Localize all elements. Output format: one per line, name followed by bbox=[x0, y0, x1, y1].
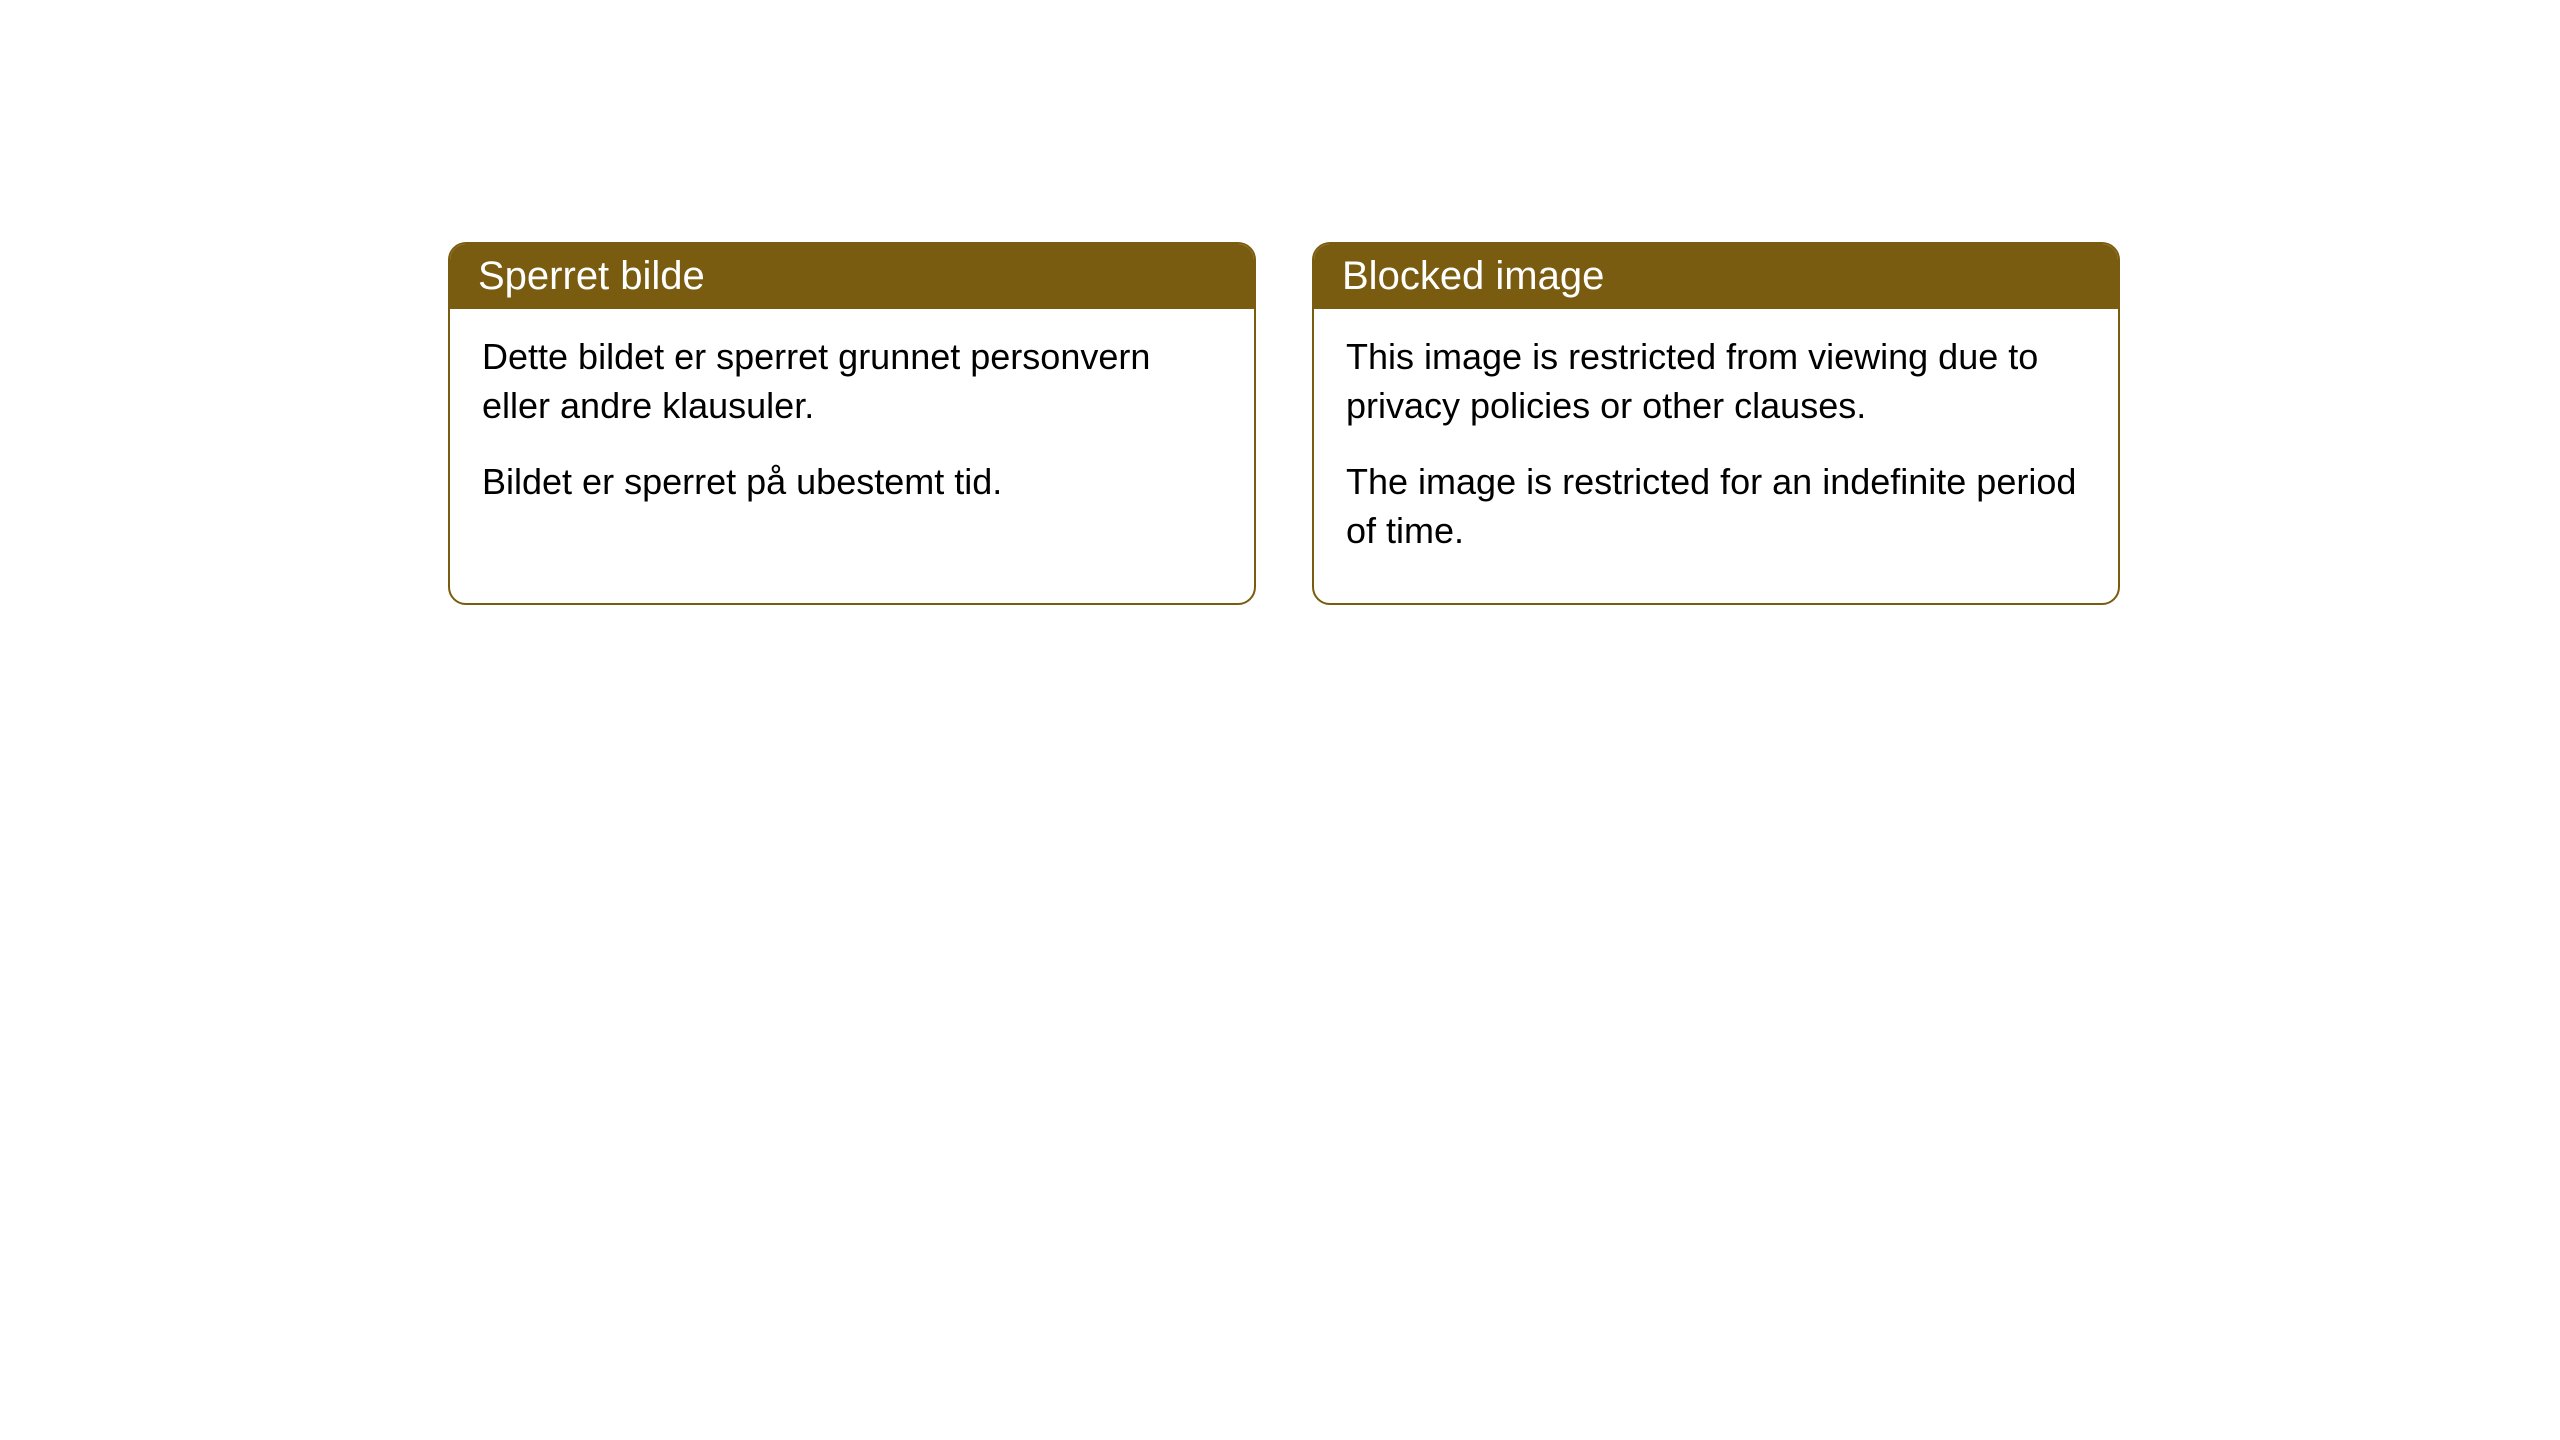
card-paragraph: Dette bildet er sperret grunnet personve… bbox=[482, 333, 1222, 430]
card-body: Dette bildet er sperret grunnet personve… bbox=[450, 309, 1254, 555]
card-header: Sperret bilde bbox=[450, 244, 1254, 309]
card-paragraph: The image is restricted for an indefinit… bbox=[1346, 458, 2086, 555]
blocked-image-card-english: Blocked image This image is restricted f… bbox=[1312, 242, 2120, 605]
card-paragraph: This image is restricted from viewing du… bbox=[1346, 333, 2086, 430]
card-paragraph: Bildet er sperret på ubestemt tid. bbox=[482, 458, 1222, 507]
card-body: This image is restricted from viewing du… bbox=[1314, 309, 2118, 603]
card-header: Blocked image bbox=[1314, 244, 2118, 309]
card-title: Sperret bilde bbox=[478, 254, 705, 298]
card-title: Blocked image bbox=[1342, 254, 1604, 298]
blocked-image-cards: Sperret bilde Dette bildet er sperret gr… bbox=[448, 242, 2120, 605]
blocked-image-card-norwegian: Sperret bilde Dette bildet er sperret gr… bbox=[448, 242, 1256, 605]
